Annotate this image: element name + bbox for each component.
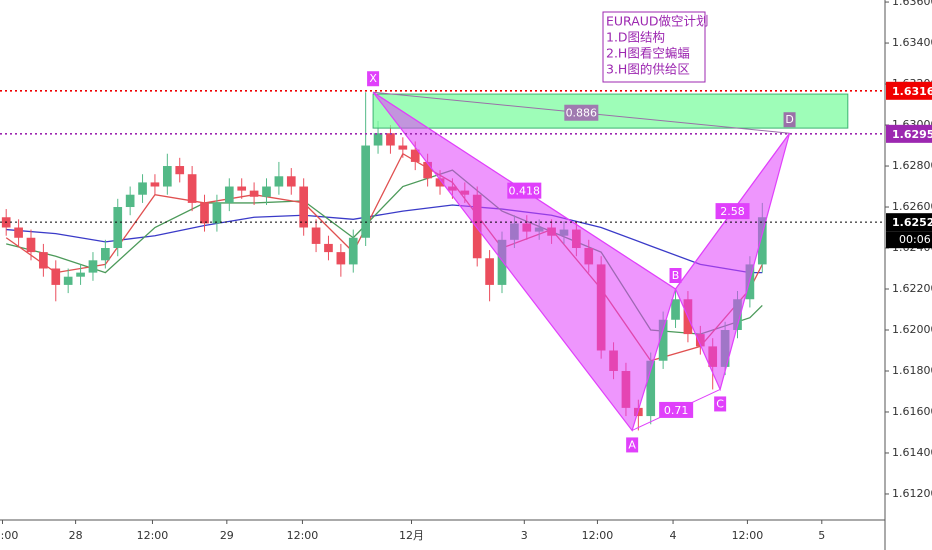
- y-tick-label: 1.62200: [892, 282, 932, 295]
- point-label: B: [672, 269, 680, 282]
- x-tick-label: 28: [69, 529, 83, 542]
- candle-body: [138, 182, 147, 195]
- price-tag: [886, 81, 932, 100]
- candle-body: [757, 217, 767, 265]
- y-tick-label: 1.63600: [892, 0, 932, 8]
- candle-body: [373, 133, 383, 146]
- candle-body: [423, 161, 432, 179]
- candle-body: [386, 133, 395, 146]
- annotation-line: EURAUD做空计划: [606, 14, 709, 29]
- candle-body: [76, 272, 85, 277]
- ratio-box: [715, 203, 750, 220]
- x-tick-label: 12:00: [732, 529, 764, 542]
- y-tick-label: 1.61200: [892, 487, 932, 500]
- candle-body: [51, 268, 61, 285]
- x-tick-label: 12:00: [287, 529, 319, 542]
- annotation-line: 1.D图结构: [606, 30, 665, 45]
- y-tick-label: 1.62600: [892, 200, 932, 213]
- point-box: [714, 396, 727, 412]
- candle-body: [175, 166, 185, 175]
- point-label: A: [628, 438, 636, 451]
- point-box: [669, 268, 682, 284]
- ratio-box: [659, 401, 694, 418]
- moving-average: [6, 204, 763, 274]
- y-tick-label: 1.61600: [892, 405, 932, 418]
- candle-body: [435, 178, 445, 187]
- price-tag-label: 1.62957: [892, 128, 932, 141]
- x-tick-label: 12月: [399, 529, 424, 542]
- candle-body: [646, 360, 656, 417]
- annotation-box: [602, 11, 706, 83]
- candle-body: [286, 176, 296, 187]
- y-tick-label: 1.62800: [892, 159, 932, 172]
- x-tick-label: 4: [670, 529, 677, 542]
- candle-body: [125, 194, 135, 208]
- ratio-label: 0.71: [664, 404, 689, 417]
- point-box: [367, 71, 380, 87]
- candle-body: [237, 186, 247, 191]
- candle-body: [671, 299, 680, 320]
- y-tick-label: 1.61800: [892, 364, 932, 377]
- candle-body: [361, 145, 370, 238]
- candle-body: [410, 149, 420, 162]
- ratio-box: [507, 182, 542, 199]
- candle-body: [212, 202, 222, 224]
- x-tick-label: 12:00: [137, 529, 169, 542]
- candle-body: [311, 227, 321, 244]
- candle-body: [299, 186, 309, 228]
- plot-area: 0.886 0.418 0.71 2.58 X A B C D: [0, 71, 885, 453]
- candle-body: [658, 319, 668, 361]
- candle-body: [14, 227, 23, 238]
- ratio-label: 0.886: [566, 107, 598, 120]
- candle-body: [63, 276, 73, 285]
- point-label: X: [369, 72, 377, 85]
- y-tick-label: 1.63400: [892, 36, 932, 49]
- candle-body: [336, 252, 346, 265]
- annotation-line: 3.H图的供给区: [606, 62, 690, 77]
- candle-body: [485, 258, 494, 285]
- candle-body: [348, 237, 358, 265]
- point-label: C: [716, 397, 724, 410]
- candle-body: [398, 145, 408, 150]
- ratio-box: [564, 104, 599, 121]
- price-tag-label: 1.63167: [892, 85, 932, 98]
- candle-body: [497, 239, 507, 285]
- point-box: [783, 112, 796, 128]
- price-tag: [886, 124, 932, 143]
- candle-body: [249, 190, 259, 197]
- time-axis-bg: [0, 520, 885, 550]
- candle-body: [274, 176, 284, 187]
- candle-body: [262, 186, 271, 197]
- candle-body: [39, 252, 48, 269]
- candle-body: [26, 237, 36, 253]
- candle-body: [101, 248, 110, 261]
- x-tick-label: 12:00: [0, 529, 18, 542]
- point-label: D: [785, 113, 793, 126]
- countdown-label: 00:06: [899, 233, 931, 246]
- point-box: [626, 437, 639, 453]
- y-tick-label: 1.61400: [892, 446, 932, 459]
- candle-body: [150, 182, 160, 187]
- candle-body: [224, 186, 234, 203]
- candle-body: [113, 207, 123, 249]
- x-tick-label: 3: [521, 529, 528, 542]
- ratio-label: 2.58: [720, 205, 745, 218]
- price-tag: [886, 213, 932, 232]
- candle-body: [324, 243, 333, 253]
- price-tag-label: 1.62526: [892, 216, 932, 229]
- annotation-line: 2.H图看空蝙蝠: [606, 46, 690, 61]
- candle-body: [162, 166, 172, 187]
- y-tick-label: 1.62000: [892, 323, 932, 336]
- candle-body: [187, 174, 197, 203]
- x-tick-label: 5: [818, 529, 825, 542]
- candle-body: [88, 260, 98, 273]
- x-tick-label: 12:00: [582, 529, 614, 542]
- ratio-label: 0.418: [509, 185, 541, 198]
- countdown-tag: [886, 231, 932, 249]
- x-tick-label: 29: [220, 529, 234, 542]
- candle-body: [200, 202, 209, 224]
